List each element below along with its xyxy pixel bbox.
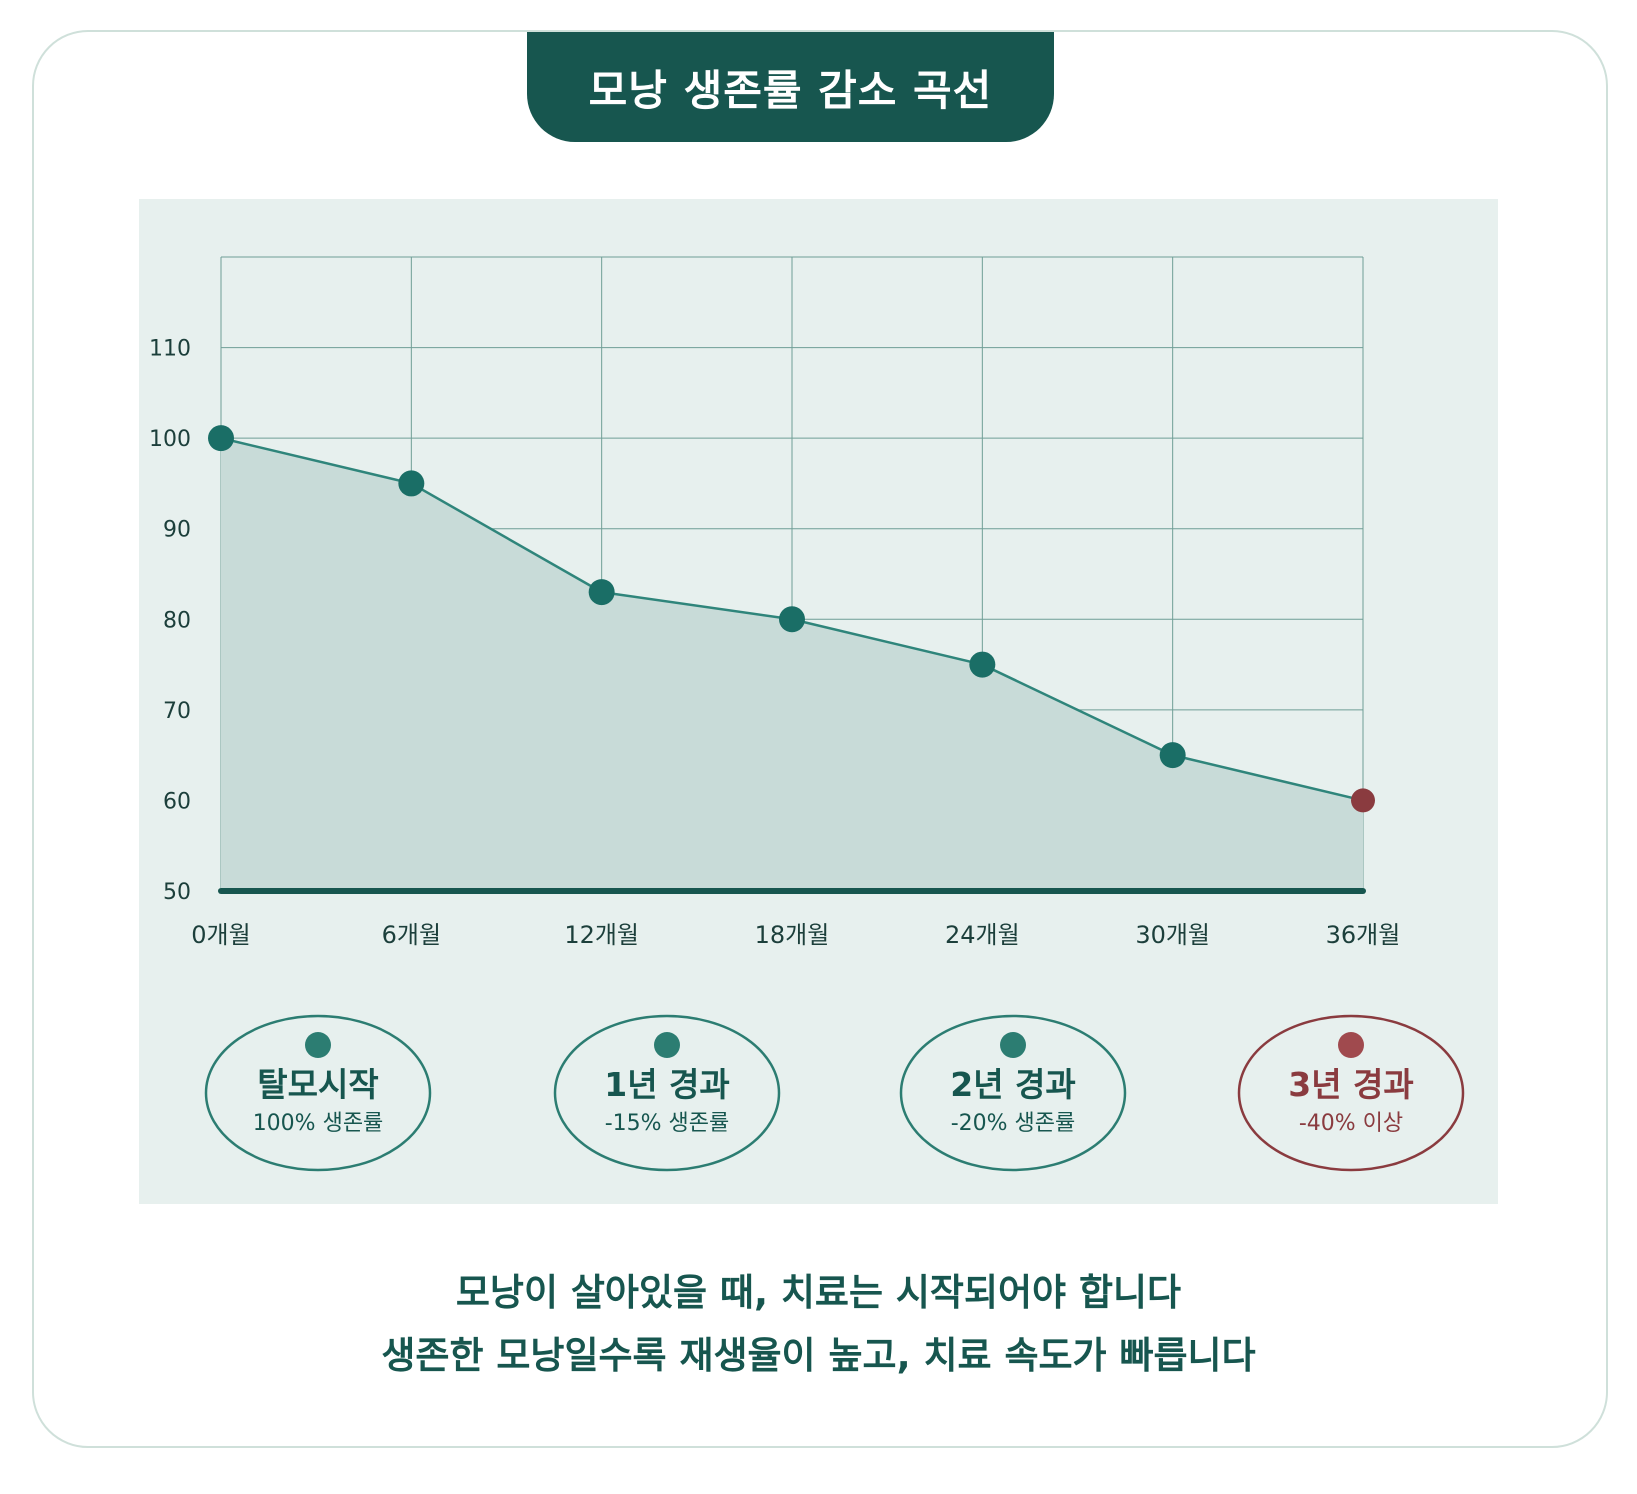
milestone-ellipse [1237, 1014, 1465, 1172]
milestone-dot-icon [305, 1032, 331, 1058]
milestone-subtitle: 100% 생존률 [253, 1111, 384, 1136]
y-tick-label: 80 [163, 608, 191, 633]
milestone-dot-icon [654, 1032, 680, 1058]
milestone-list: 탈모시작 100% 생존률 1년 경과 -15% 생존률 2년 경과 -20% 생존률 3년… [204, 1014, 1465, 1172]
survival-chart: 50 60 70 80 90 100 110 0개월 6개월 12개월 18개월 24개월 30개월 3… [149, 256, 1465, 1172]
milestone-subtitle: -20% 생존률 [951, 1111, 1076, 1136]
y-tick-label: 90 [163, 518, 191, 543]
milestone-title: 2년 경과 [950, 1065, 1076, 1104]
series-area [221, 438, 1363, 891]
page-title: 모낭 생존률 감소 곡선 [527, 32, 1054, 142]
milestone-subtitle: -40% 이상 [1299, 1111, 1403, 1136]
data-point [398, 470, 425, 497]
data-point [208, 425, 234, 452]
x-tick-label: 18개월 [755, 921, 830, 949]
data-point [779, 606, 805, 633]
y-tick-label: 60 [163, 789, 191, 814]
footer-line-2: 생존한 모낭일수록 재생율이 높고, 치료 속도가 빠릅니다 [381, 1334, 1256, 1377]
y-tick-label: 50 [163, 880, 191, 905]
y-tick-label: 110 [149, 337, 191, 362]
milestone-item: 1년 경과 -15% 생존률 [553, 1014, 781, 1172]
x-axis-ticks: 0개월 6개월 12개월 18개월 24개월 30개월 36개월 [191, 921, 1400, 949]
milestone-ellipse [553, 1014, 781, 1172]
x-tick-label: 30개월 [1135, 921, 1210, 949]
data-point [588, 579, 615, 606]
milestone-item: 2년 경과 -20% 생존률 [899, 1014, 1127, 1172]
milestone-title: 1년 경과 [604, 1065, 730, 1104]
y-tick-label: 100 [149, 427, 191, 452]
data-point [969, 651, 996, 678]
milestone-dot-icon [1338, 1032, 1364, 1058]
x-tick-label: 36개월 [1326, 921, 1401, 949]
data-point [1159, 742, 1186, 769]
y-axis-ticks: 50 60 70 80 90 100 110 [149, 337, 191, 905]
milestone-ellipse [899, 1014, 1127, 1172]
milestone-item: 3년 경과 -40% 이상 [1237, 1014, 1465, 1172]
milestone-item: 탈모시작 100% 생존률 [204, 1014, 432, 1172]
milestone-dot-icon [1000, 1032, 1026, 1058]
y-tick-label: 70 [163, 699, 191, 724]
x-tick-label: 12개월 [564, 921, 639, 949]
milestone-title: 탈모시작 [257, 1065, 378, 1104]
data-point [1351, 788, 1375, 813]
x-tick-label: 24개월 [945, 921, 1020, 949]
x-tick-label: 0개월 [191, 921, 250, 949]
milestone-subtitle: -15% 생존률 [605, 1111, 730, 1136]
x-tick-label: 6개월 [382, 921, 441, 949]
chart-points [208, 425, 1375, 813]
milestone-title: 3년 경과 [1288, 1065, 1414, 1104]
footer-line-1: 모낭이 살아있을 때, 치료는 시작되어야 합니다 [455, 1271, 1182, 1314]
milestone-ellipse [204, 1014, 432, 1172]
